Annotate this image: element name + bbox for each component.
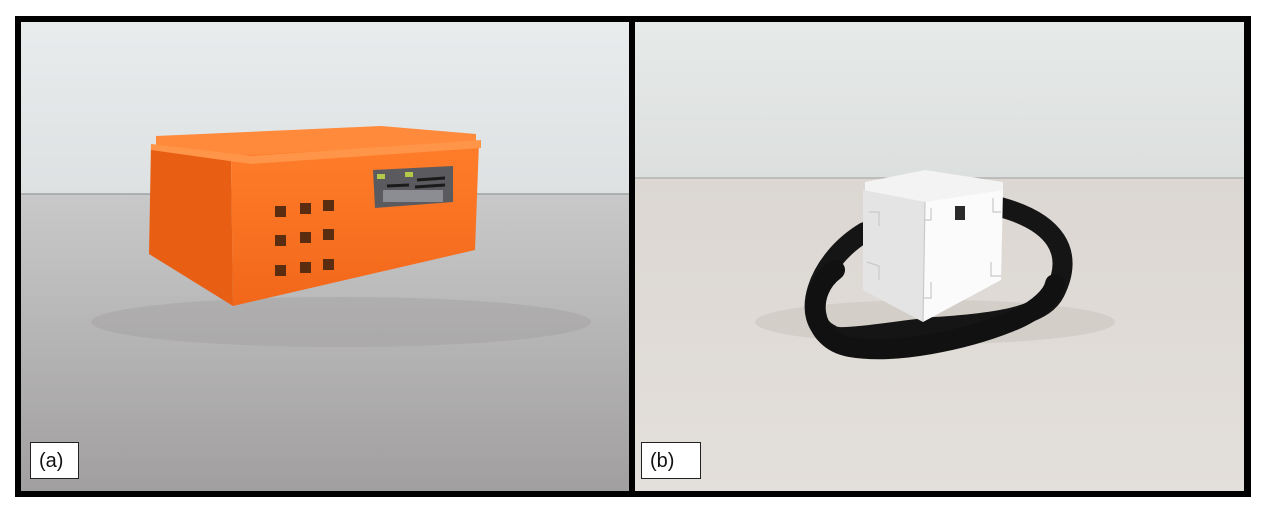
white-enclosure-strap-image — [635, 22, 1244, 491]
panel-label-a: (a) — [30, 442, 79, 479]
orange-enclosure-image — [21, 22, 629, 491]
panel-a-photo: (a) — [21, 22, 629, 491]
panel-label-b: (b) — [641, 442, 701, 479]
panel-b-photo: (b) — [635, 22, 1244, 491]
vent-holes — [275, 200, 334, 276]
figure-frame: (a) — [15, 16, 1251, 497]
